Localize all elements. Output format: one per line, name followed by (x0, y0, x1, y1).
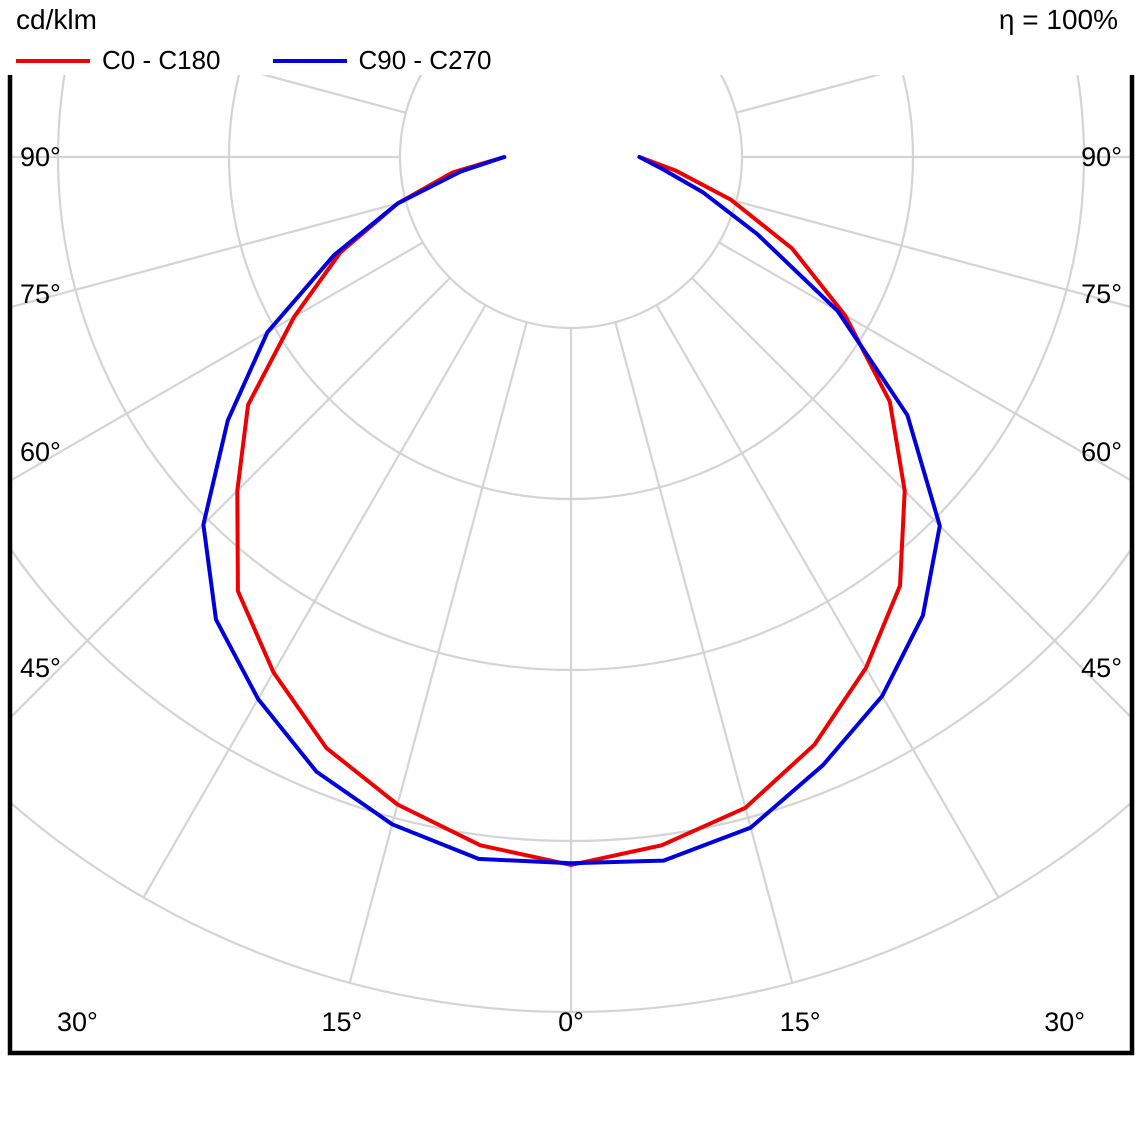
curve-c90-c270 (201, 155, 942, 866)
angle-label: 75° (1081, 279, 1122, 309)
c0-c180-label: C0 - C180 (102, 45, 221, 75)
efficiency-label: η = 100% (998, 4, 1118, 35)
c90-c270-line-sample (272, 58, 347, 63)
units-label: cd/klm (16, 4, 97, 35)
angle-label: 30° (1044, 1007, 1085, 1037)
grid-spoke (12, 277, 451, 718)
angle-label: 90° (20, 142, 61, 172)
angle-label: 45° (20, 653, 61, 683)
angle-label: 90° (1081, 142, 1122, 172)
c0-c180-line-sample (16, 58, 90, 63)
grid-spoke (12, 200, 407, 308)
grid-spoke (718, 241, 1130, 482)
angle-label: 60° (1081, 437, 1122, 467)
legend: cd/klm η = 100% C0 - C180 C90 - C270 (0, 0, 1142, 75)
angle-label: 15° (321, 1007, 362, 1037)
polar-grid (12, 12, 1130, 1013)
angle-label: 45° (1081, 653, 1122, 683)
angle-label: 15° (780, 1007, 821, 1037)
grid-spoke (614, 321, 794, 984)
grid-spoke (655, 304, 1000, 899)
angle-label: 30° (57, 1007, 98, 1037)
angle-label: 75° (20, 279, 61, 309)
angle-label: 0° (558, 1007, 584, 1037)
grid-spoke (142, 304, 487, 899)
legend-items-row: C0 - C180 C90 - C270 (0, 36, 1142, 76)
angle-label: 60° (20, 437, 61, 467)
legend-top-row: cd/klm η = 100% (0, 0, 1142, 36)
grid-spoke (735, 200, 1130, 308)
grid-spoke (348, 321, 528, 984)
polar-intensity-diagram: 0°15°15°30°30°45°45°60°60°75°75°90°90°10… (7, 7, 1135, 1056)
grid-spoke (12, 241, 424, 482)
grid-spoke (691, 277, 1130, 718)
c90-c270-label: C90 - C270 (358, 45, 492, 75)
